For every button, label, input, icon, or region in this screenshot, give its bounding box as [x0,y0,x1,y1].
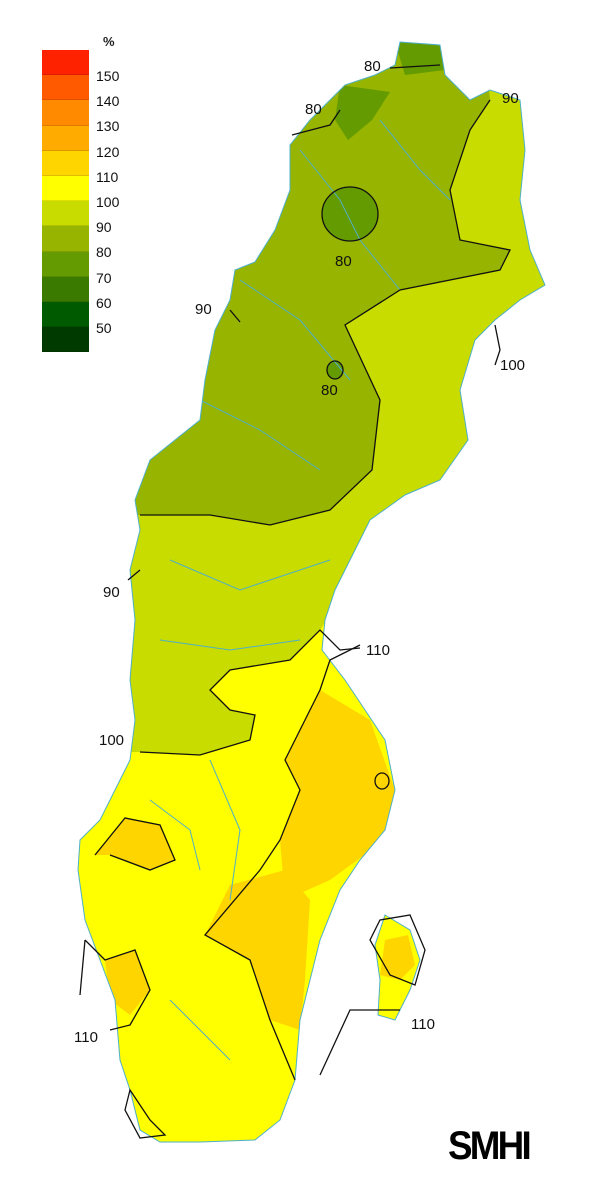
legend-label: 60 [96,294,112,311]
smhi-logo: SMHI [448,1124,532,1168]
legend-band [42,301,89,328]
legend-band [42,327,89,353]
contour-label: 100 [500,357,525,374]
contour-label: 110 [74,1029,98,1046]
legend-band [42,75,89,101]
contour-label: 110 [411,1016,435,1033]
region-110-120 [105,950,150,1015]
contour-label: 80 [321,382,338,399]
legend-label: 140 [96,93,120,110]
region-110-120 [280,690,395,900]
legend-band [42,201,89,227]
legend-colorbar [42,50,89,353]
region-70-80 [322,187,378,241]
legend-label: 110 [96,168,119,185]
contour-label: 110 [366,642,390,659]
legend-band [42,100,89,126]
legend-band [42,276,89,302]
legend-band [42,125,89,151]
legend-label: 100 [96,194,120,210]
legend-label: 150 [96,68,120,84]
legend-title: % [103,34,115,49]
region-70-80 [335,85,390,140]
legend-label: 50 [96,320,112,336]
legend-band [42,150,89,176]
contour-label: 90 [195,301,212,318]
legend-label: 130 [96,118,120,135]
legend-label: 70 [96,269,112,286]
legend-label: 120 [96,143,120,160]
region-110-120 [205,870,310,1030]
region-70-80 [327,361,343,379]
contour-label: 90 [502,90,519,107]
contour-label: 100 [99,732,124,749]
region-110-120 [380,935,415,980]
contour-label: 80 [305,101,322,118]
legend-band [42,175,89,202]
contour-label: 90 [103,584,120,601]
contour-label: 80 [335,253,352,270]
legend-label: 80 [96,244,112,261]
rivers [149,119,451,1061]
legend-band [42,226,89,252]
contour-label: 80 [364,58,381,75]
legend-label: 90 [96,219,112,236]
legend-band [42,251,89,277]
isolines [79,64,511,1139]
legend-band [42,50,89,76]
